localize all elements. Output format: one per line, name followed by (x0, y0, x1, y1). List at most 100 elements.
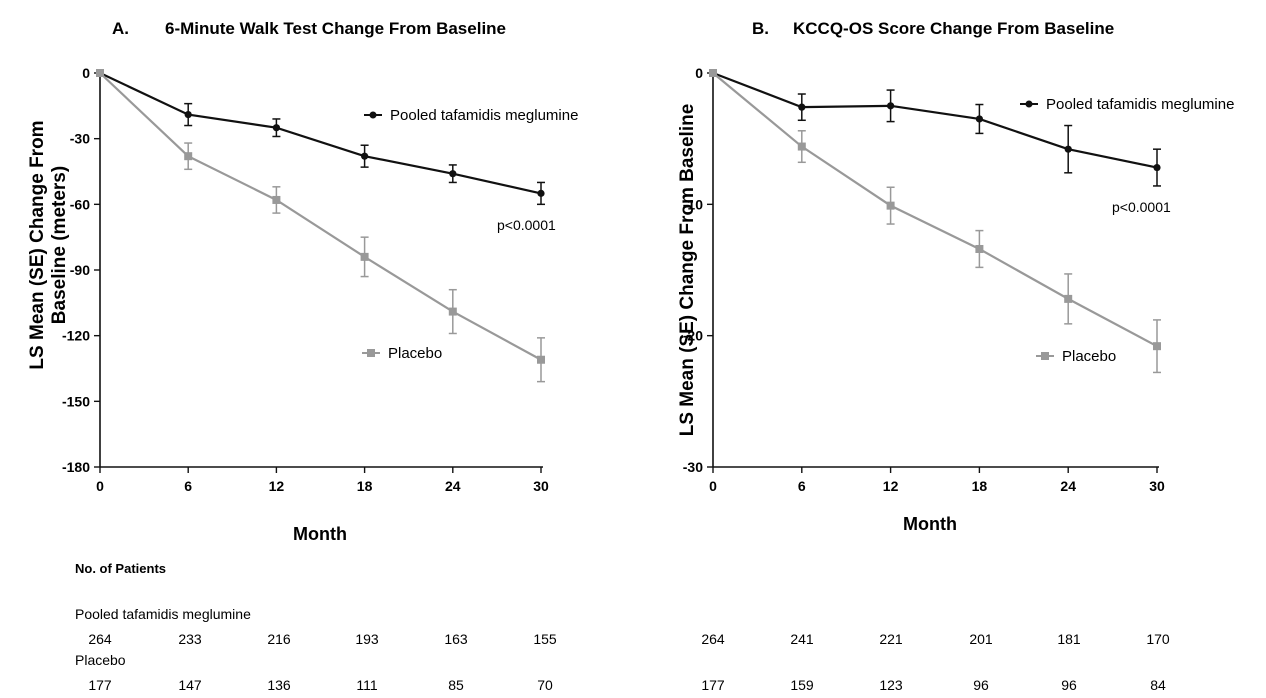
panel-a-legend-pooled-label: Pooled tafamidis meglumine (390, 107, 578, 124)
panel-a-pooled-point (537, 189, 545, 197)
patients-heading: No. of Patients (75, 561, 166, 576)
patients-placebo-label: Placebo (75, 652, 126, 668)
panel-b-xtick-label: 18 (972, 478, 988, 494)
panel-a-ylabel-line2: Baseline (meters) (49, 166, 70, 324)
panel-a-ytick-label: -90 (70, 262, 90, 278)
patients-count-pooled: 221 (879, 631, 903, 647)
panel-b-ytick-label: -20 (683, 328, 703, 344)
panel-a-placebo-point (96, 69, 104, 77)
panel-b-xlabel: Month (903, 514, 957, 534)
patients-count-pooled: 201 (969, 631, 993, 647)
panel-a-ytick-label: 0 (82, 65, 90, 81)
patients-count-placebo: 147 (178, 677, 202, 693)
panel-b-xtick-label: 30 (1149, 478, 1165, 494)
patients-count-pooled: 163 (444, 631, 468, 647)
panel-a-pooled-point (272, 124, 280, 132)
panel-a-letter: A. (112, 19, 129, 38)
panel-b-placebo-point (975, 244, 984, 253)
panel-a-placebo-point (360, 252, 369, 261)
panel-b-pooled-point (798, 103, 806, 111)
panel-a-xtick-label: 30 (533, 478, 549, 494)
panel-b-legend-pooled-marker (1025, 100, 1033, 108)
panel-b-letter: B. (752, 19, 769, 38)
panel-a-pooled-point (184, 110, 192, 119)
panel-a-placebo-point (448, 307, 457, 316)
patients-count-pooled: 181 (1057, 631, 1081, 647)
panel-a-xtick-label: 0 (96, 478, 104, 494)
patients-count-placebo: 159 (790, 677, 814, 693)
panel-b-placebo-point (1064, 294, 1073, 303)
panel-a-ytick-label: -180 (62, 459, 90, 475)
panel-b-placebo-point (709, 69, 717, 77)
patients-count-pooled: 264 (88, 631, 112, 647)
patients-count-placebo: 96 (1061, 677, 1077, 693)
panel-b-pooled-point (887, 102, 895, 110)
panel-a-ytick-label: -120 (62, 328, 90, 344)
panel-a-placebo-line (99, 72, 542, 361)
patients-count-pooled: 216 (267, 631, 291, 647)
panel-b-chart: B. KCCQ-OS Score Change From Baseline LS… (677, 19, 1234, 534)
panel-b-xtick-label: 0 (709, 478, 717, 494)
panel-a-legend-placebo-label: Placebo (388, 345, 442, 362)
panel-a-xtick-label: 24 (445, 478, 461, 494)
patients-count-pooled: 264 (701, 631, 725, 647)
panel-b-legend-placebo-marker (1041, 352, 1049, 360)
panel-a-placebo-point (272, 195, 281, 204)
panel-b-pooled-point (1064, 145, 1072, 153)
panel-a-title: 6-Minute Walk Test Change From Baseline (165, 19, 506, 38)
panel-a-pooled-point (449, 170, 457, 178)
patients-count-pooled: 193 (355, 631, 379, 647)
patients-count-placebo: 111 (356, 677, 377, 693)
panel-a-xtick-label: 12 (269, 478, 285, 494)
patients-panel-b-counts: 264 241 221 201 181 170 177 159 123 96 96 84 (701, 631, 1170, 693)
panel-a-ytick-label: -150 (62, 393, 90, 409)
panel-b-legend-placebo-label: Placebo (1062, 348, 1116, 365)
patients-count-placebo: 177 (701, 677, 725, 693)
panel-a-legend-pooled-marker (369, 111, 377, 119)
panel-b-pvalue: p<0.0001 (1112, 199, 1171, 215)
panel-b-placebo-point (797, 142, 806, 151)
patients-count-pooled: 233 (178, 631, 202, 647)
panel-a-ylabel-line1: LS Mean (SE) Change From (27, 120, 48, 369)
panel-a-ytick-label: -30 (70, 131, 90, 147)
panel-a-placebo-point (184, 152, 193, 161)
panel-b-ytick-label: -30 (683, 459, 703, 475)
panel-b-title: KCCQ-OS Score Change From Baseline (793, 19, 1114, 38)
panel-a-pvalue: p<0.0001 (497, 217, 556, 233)
panel-b-ytick-label: 0 (695, 65, 703, 81)
panel-b-ytick-label: -10 (683, 196, 703, 212)
patients-count-pooled: 155 (533, 631, 557, 647)
panel-a-chart: A. 6-Minute Walk Test Change From Baseli… (27, 19, 578, 544)
panel-a-ytick-label: -60 (70, 196, 90, 212)
panel-b-xtick-label: 6 (798, 478, 806, 494)
panel-b-placebo-point (886, 201, 895, 210)
panel-b-ylabel: LS Mean (SE) Change From Baseline (677, 104, 698, 437)
panel-b-xtick-label: 24 (1060, 478, 1076, 494)
panel-b-pooled-line (712, 71, 1158, 169)
patients-table: No. of Patients Pooled tafamidis meglumi… (75, 561, 1170, 693)
panel-a-xtick-label: 18 (357, 478, 373, 494)
panel-b-legend-pooled-label: Pooled tafamidis meglumine (1046, 96, 1234, 113)
patients-count-placebo: 123 (879, 677, 903, 693)
patients-count-placebo: 70 (537, 677, 553, 693)
panel-b-xtick-label: 12 (883, 478, 899, 494)
panel-a-xlabel: Month (293, 524, 347, 544)
panel-a-placebo-point (537, 355, 545, 364)
patients-count-placebo: 85 (448, 677, 464, 693)
panel-a-pooled-point (361, 152, 369, 160)
panel-a-pooled-line (99, 72, 542, 195)
panel-b-placebo-point (1153, 342, 1161, 351)
patients-count-placebo: 136 (267, 677, 291, 693)
patients-panel-a-counts: 264 233 216 193 163 155 177 147 136 111 85 70 (88, 631, 557, 693)
panel-a-legend-placebo-marker (367, 349, 375, 357)
patients-count-placebo: 96 (973, 677, 989, 693)
patients-count-pooled: 241 (790, 631, 814, 647)
patients-count-placebo: 177 (88, 677, 112, 693)
patients-pooled-label: Pooled tafamidis meglumine (75, 606, 251, 622)
patients-count-placebo: 84 (1150, 677, 1166, 693)
panel-b-pooled-point (975, 115, 984, 123)
panel-b-placebo-line (712, 72, 1158, 348)
patients-count-pooled: 170 (1146, 631, 1170, 647)
panel-a-xtick-label: 6 (184, 478, 192, 494)
